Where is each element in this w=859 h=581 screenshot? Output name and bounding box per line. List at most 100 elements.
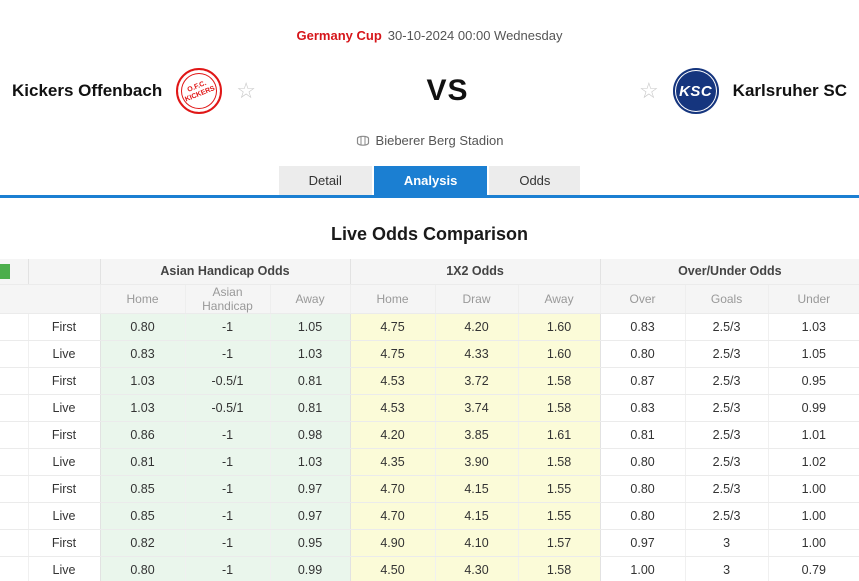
bookmaker-cell [0,313,28,341]
home-team-name: Kickers Offenbach [12,81,163,100]
odds-row: Live 0.83 -1 1.03 4.75 4.33 1.60 0.80 2.5/3 1.05 [0,340,859,368]
away-favorite-star-icon[interactable]: ☆ [638,78,659,103]
bookmaker-cell [0,556,28,581]
odds-cell: 0.97 [269,502,351,530]
odds-cell: 3.85 [434,421,519,449]
odds-cell: 1.60 [517,313,601,341]
odds-cell: 0.83 [99,340,185,368]
home-team-logo: O.F.C. KICKERS [176,68,223,114]
odds-cell: 1.58 [517,448,601,476]
odds-cell: 2.5/3 [684,448,769,476]
odds-cell: 0.80 [599,475,686,503]
odds-cell: 4.30 [434,556,519,581]
odds-cell: 1.57 [517,529,601,557]
odds-cell: 0.87 [599,367,686,395]
tab-bar: Detail Analysis Odds [0,166,859,198]
subheader-ou-goals: Goals [684,284,769,314]
odds-cell: -1 [184,313,270,341]
odds-cell: -1 [184,529,270,557]
odds-cell: 2.5/3 [684,394,769,422]
odds-cell: 3 [684,529,769,557]
period-label: Live [27,394,100,422]
period-label: Live [27,556,100,581]
odds-cell: 2.5/3 [684,502,769,530]
bookmaker-logo-cut [0,264,10,279]
odds-cell: 4.75 [349,340,436,368]
odds-cell: 4.20 [434,313,519,341]
odds-cell: 1.00 [767,502,859,530]
period-label: Live [27,448,100,476]
odds-cell: 1.00 [767,475,859,503]
group-over-under: Over/Under Odds [599,259,859,285]
section-title: Live Odds Comparison [330,224,529,244]
odds-cell: 3.74 [434,394,519,422]
subheader-ah-away: Away [269,284,351,314]
odds-cell: 1.01 [767,421,859,449]
tab-detail[interactable]: Detail [278,166,372,195]
odds-cell: 1.03 [99,394,185,422]
group-asian-handicap: Asian Handicap Odds [99,259,351,285]
odds-cell: 2.5/3 [684,313,769,341]
odds-cell: -1 [184,556,270,581]
odds-cell: -0.5/1 [184,394,270,422]
odds-cell: 4.33 [434,340,519,368]
odds-cell: 1.05 [269,313,351,341]
bookmaker-cell [0,448,28,476]
home-favorite-star-icon[interactable]: ☆ [236,78,256,103]
tab-odds[interactable]: Odds [489,166,581,195]
odds-cell: 1.03 [269,340,351,368]
bookmaker-cell [0,394,28,422]
group-1x2: 1X2 Odds [349,259,601,285]
venue-row: Bieberer Berg Stadion [0,133,859,148]
odds-cell: -0.5/1 [184,367,270,395]
bookmaker-cell [0,367,28,395]
odds-row: Live 0.85 -1 0.97 4.70 4.15 1.55 0.80 2.5/3 1.00 [0,502,859,530]
tab-analysis[interactable]: Analysis [373,166,488,195]
subheader-ou-over: Over [599,284,686,314]
odds-cell: 0.99 [767,394,859,422]
odds-cell: 1.61 [517,421,601,449]
odds-cell: 1.02 [767,448,859,476]
period-label: First [27,475,100,503]
odds-cell: 1.60 [517,340,601,368]
stadium-icon [356,134,370,147]
odds-cell: 0.86 [99,421,185,449]
odds-cell: 0.81 [269,394,351,422]
subheader-1x2-draw: Draw [434,284,519,314]
home-team-cluster: Kickers Offenbach O.F.C. KICKERS ☆ [12,68,256,114]
league-name: Germany Cup [296,28,382,43]
odds-row: First 1.03 -0.5/1 0.81 4.53 3.72 1.58 0.87 2.5/3… [0,367,859,395]
bookmaker-cell [0,529,28,557]
odds-row: First 0.86 -1 0.98 4.20 3.85 1.61 0.81 2.5/3 1.01 [0,421,859,449]
odds-cell: 0.81 [599,421,686,449]
subheader-ah-home: Home [99,284,185,314]
bookmaker-column-header [0,259,28,285]
odds-cell: 1.00 [599,556,686,581]
period-label: Live [27,502,100,530]
odds-cell: 1.03 [269,448,351,476]
odds-cell: 0.97 [269,475,351,503]
odds-cell: 0.82 [99,529,185,557]
odds-row: First 0.80 -1 1.05 4.75 4.20 1.60 0.83 2.5/3 1.03 [0,313,859,341]
odds-cell: 0.97 [599,529,686,557]
away-team-name: Karlsruher SC [732,81,847,100]
odds-cell: 0.95 [767,367,859,395]
period-label: First [27,367,100,395]
table-sub-header-row: Home Asian Handicap Away Home Draw Away … [0,284,859,314]
odds-cell: 0.85 [99,475,185,503]
odds-cell: 4.20 [349,421,436,449]
odds-cell: 3.72 [434,367,519,395]
bookmaker-cell [0,340,28,368]
odds-cell: 3 [684,556,769,581]
odds-cell: 0.99 [269,556,351,581]
odds-cell: 0.83 [599,394,686,422]
odds-row: First 0.82 -1 0.95 4.90 4.10 1.57 0.97 3 1.00 [0,529,859,557]
odds-cell: 0.81 [99,448,185,476]
bookmaker-cell [0,502,28,530]
odds-cell: 4.15 [434,475,519,503]
period-label: First [27,421,100,449]
odds-cell: 0.83 [599,313,686,341]
odds-cell: 4.50 [349,556,436,581]
odds-cell: 4.70 [349,475,436,503]
odds-cell: 2.5/3 [684,340,769,368]
